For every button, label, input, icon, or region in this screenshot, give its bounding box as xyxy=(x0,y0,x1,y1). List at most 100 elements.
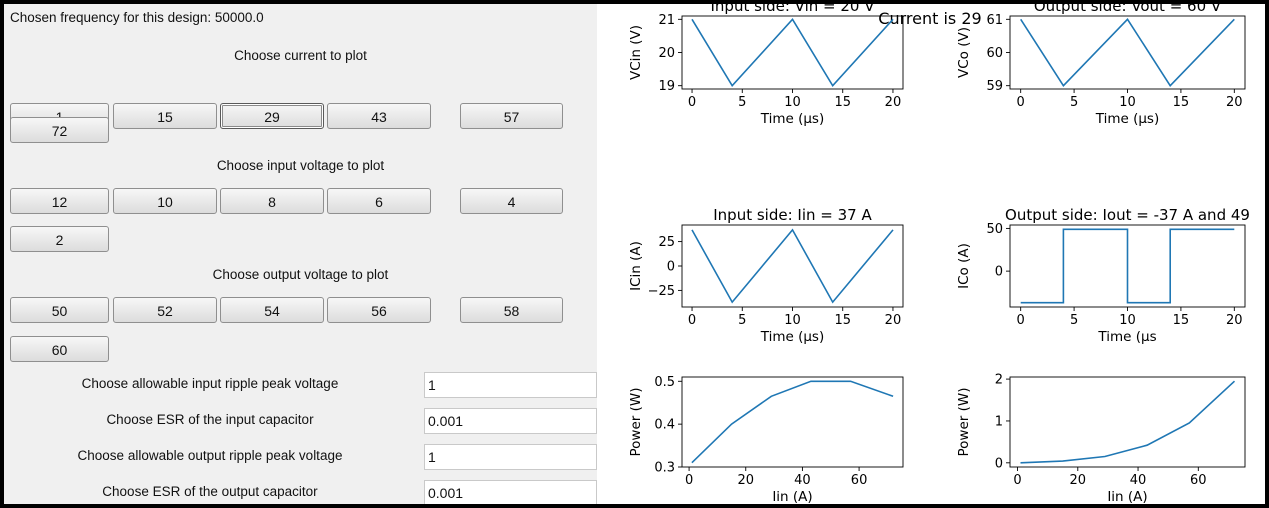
subplot-pout: 0 20 40 60 0 1 2 Iin (A) Power (W) xyxy=(956,373,1246,504)
pin-xtick-label: 20 xyxy=(737,473,754,488)
figure-suptitle: Current is 29 xyxy=(878,9,981,28)
pout-ytick-label: 1 xyxy=(995,414,1003,429)
output-voltage-button-60[interactable]: 60 xyxy=(10,336,109,362)
pin-xtick-label: 0 xyxy=(685,473,693,488)
ico-ylabel: ICo (A) xyxy=(956,243,972,289)
plot-canvas: Current is 29 0 5 10 15 20 19 20 21 Time (μs) VCi… xyxy=(597,4,1265,504)
subplot-vco: 0 5 10 15 20 59 60 61 Time (μs) VCo (V) Output sid… xyxy=(956,4,1246,127)
input-esr-label: Choose ESR of the input capacitor xyxy=(106,412,314,427)
current-button-72[interactable]: 72 xyxy=(10,117,109,143)
vcin-ytick-label: 20 xyxy=(658,46,675,61)
output-voltage-button-50[interactable]: 50 xyxy=(10,297,109,323)
output-voltage-section-title: Choose output voltage to plot xyxy=(212,267,389,282)
pin-ytick-label: 0.4 xyxy=(654,418,675,433)
icin-ytick-label: 0 xyxy=(667,260,675,275)
vcin-ytick-label: 19 xyxy=(658,79,675,94)
vcin-xtick-label: 20 xyxy=(885,95,902,110)
vco-xtick-label: 0 xyxy=(1017,95,1025,110)
output-voltage-button-58[interactable]: 58 xyxy=(460,297,563,323)
ico-title: Output side: Iout = -37 A and 49 xyxy=(1005,206,1250,224)
pout-xtick-label: 20 xyxy=(1070,473,1087,488)
ico-xtick-label: 15 xyxy=(1173,313,1190,328)
output-voltage-button-54[interactable]: 54 xyxy=(220,297,324,323)
current-button-57[interactable]: 57 xyxy=(460,103,563,129)
output-voltage-button-56[interactable]: 56 xyxy=(327,297,431,323)
output-esr-label: Choose ESR of the output capacitor xyxy=(102,484,318,499)
vcin-ytick-label: 21 xyxy=(658,13,675,28)
pout-xtick-label: 0 xyxy=(1013,473,1021,488)
icin-xtick-label: 5 xyxy=(738,313,746,328)
icin-series-line xyxy=(691,228,894,304)
vcin-xtick-label: 0 xyxy=(688,95,696,110)
ico-xtick-label: 20 xyxy=(1226,313,1243,328)
app-window: Chosen frequency for this design: 50000.… xyxy=(4,4,1265,504)
frequency-label: Chosen frequency for this design: 50000.… xyxy=(10,10,264,25)
vcin-title: Input side: Vin = 20 V xyxy=(711,4,876,15)
input-esr-field[interactable]: 0.001 xyxy=(424,408,597,434)
vcin-series-line xyxy=(691,17,894,88)
ico-xtick-label: 5 xyxy=(1070,313,1078,328)
pout-axes-frame xyxy=(1009,376,1246,468)
icin-ytick-label: 25 xyxy=(658,235,675,250)
ico-ytick-label: 0 xyxy=(995,265,1003,280)
input-voltage-button-4[interactable]: 4 xyxy=(460,188,563,214)
ico-xtick-label: 0 xyxy=(1017,313,1025,328)
pout-ytick-label: 0 xyxy=(995,456,1003,471)
pin-ytick-label: 0.5 xyxy=(654,375,675,390)
pout-ytick-label: 2 xyxy=(995,373,1003,388)
input-ripple-field[interactable]: 1 xyxy=(424,372,597,398)
subplot-ico: 0 5 10 15 20 0 50 Time (μs ICo (A) Output side: I… xyxy=(956,206,1250,345)
pout-xtick-label: 60 xyxy=(1190,473,1207,488)
input-voltage-button-12[interactable]: 12 xyxy=(10,188,109,214)
icin-xlabel: Time (μs) xyxy=(760,329,825,345)
output-voltage-button-52[interactable]: 52 xyxy=(113,297,217,323)
icin-xtick-label: 15 xyxy=(834,313,851,328)
pin-axes-frame xyxy=(681,376,904,468)
input-voltage-button-8[interactable]: 8 xyxy=(220,188,324,214)
vco-xtick-label: 5 xyxy=(1070,95,1078,110)
pout-xtick-label: 40 xyxy=(1130,473,1147,488)
icin-title: Input side: Iin = 37 A xyxy=(713,206,872,224)
output-ripple-field[interactable]: 1 xyxy=(424,444,597,470)
input-voltage-button-2[interactable]: 2 xyxy=(10,226,109,252)
current-button-29[interactable]: 29 xyxy=(220,103,324,129)
subplot-icin: 0 5 10 15 20 −25 0 25 Time (μs) ICin (A) Input sid… xyxy=(628,206,904,345)
ico-xlabel: Time (μs xyxy=(1097,329,1156,345)
icin-ylabel: ICin (A) xyxy=(628,241,644,291)
input-voltage-button-6[interactable]: 6 xyxy=(327,188,431,214)
current-section-title: Choose current to plot xyxy=(234,48,367,63)
subplot-pin: 0 20 40 60 0.3 0.4 0.5 Iin (A) Power (W) xyxy=(628,375,904,504)
vco-axes-frame xyxy=(1009,15,1246,90)
vcin-axes-frame xyxy=(681,15,904,90)
vcin-ylabel: VCin (V) xyxy=(628,25,644,80)
vco-title: Output side: Vout = 60 V xyxy=(1034,4,1222,15)
subplot-vcin: 0 5 10 15 20 19 20 21 Time (μs) VCin (V) Input sid… xyxy=(628,4,904,127)
vco-xtick-label: 20 xyxy=(1226,95,1243,110)
ico-series-line xyxy=(1020,228,1235,304)
icin-xtick-label: 20 xyxy=(885,313,902,328)
icin-xtick-label: 0 xyxy=(688,313,696,328)
pout-xlabel: Iin (A) xyxy=(1107,489,1147,504)
pin-xtick-label: 40 xyxy=(794,473,811,488)
pout-ylabel: Power (W) xyxy=(956,388,972,457)
control-panel: Chosen frequency for this design: 50000.… xyxy=(4,4,597,504)
pin-xtick-label: 60 xyxy=(851,473,868,488)
pin-ytick-label: 0.3 xyxy=(654,461,675,476)
icin-xtick-label: 10 xyxy=(784,313,801,328)
vco-series-line xyxy=(1020,18,1235,87)
input-voltage-button-10[interactable]: 10 xyxy=(113,188,217,214)
input-voltage-section-title: Choose input voltage to plot xyxy=(216,158,385,173)
vco-ytick-label: 61 xyxy=(986,13,1003,28)
pin-series-line xyxy=(691,380,894,464)
current-button-15[interactable]: 15 xyxy=(113,103,217,129)
vcin-xtick-label: 5 xyxy=(738,95,746,110)
vcin-xtick-label: 10 xyxy=(784,95,801,110)
input-ripple-label: Choose allowable input ripple peak volta… xyxy=(81,376,339,391)
ico-xtick-label: 10 xyxy=(1119,313,1136,328)
pin-xlabel: Iin (A) xyxy=(772,489,812,504)
output-esr-field[interactable]: 0.001 xyxy=(424,480,597,504)
pin-ylabel: Power (W) xyxy=(628,388,644,457)
vcin-xlabel: Time (μs) xyxy=(760,111,825,127)
current-button-43[interactable]: 43 xyxy=(327,103,431,129)
